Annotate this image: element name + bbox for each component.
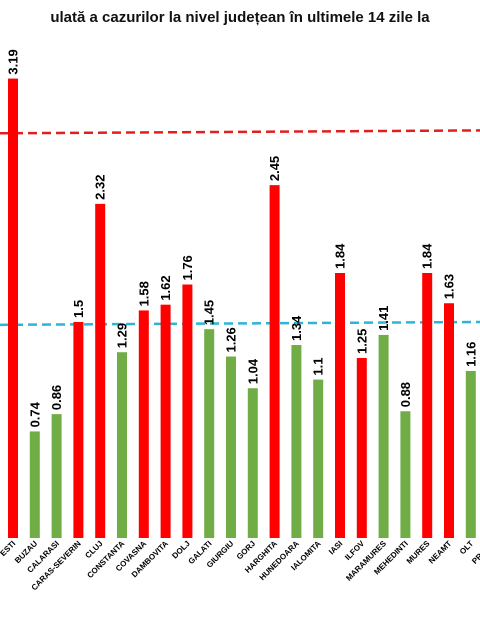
bar [51,414,62,538]
value-label: 1.62 [158,275,173,300]
bar [465,370,476,538]
value-label: 1.26 [224,327,239,352]
value-label: 1.5 [71,300,86,318]
value-label: 1.04 [245,358,260,384]
bar [247,388,258,538]
bar [313,379,324,538]
bar [204,329,215,538]
chart-title: ulată a cazurilor la nivel județean în u… [50,9,430,26]
bar [335,273,345,538]
bar [269,185,280,539]
value-label: 1.84 [420,243,435,269]
bars-group [8,78,476,539]
bar [400,411,411,538]
bar [8,78,18,539]
value-label: 2.32 [93,175,108,200]
bar [182,284,193,538]
value-label: 2.45 [267,156,282,181]
bar [95,203,106,538]
category-label: MURES [405,539,432,566]
value-label: 1.41 [376,306,391,331]
value-label: 1.25 [354,329,369,354]
value-label: 1.84 [333,243,348,269]
value-label: 1.58 [136,281,151,306]
category-label: OLT [458,539,475,556]
bar [226,356,236,538]
bar [356,357,367,538]
bar [138,310,149,538]
value-labels-group: 3.19 0.74 0.86 1.5 2.32 1.29 1.58 1.62 1.76 1.45 1… [6,49,479,427]
value-label: 1.45 [202,300,217,325]
bar [422,273,433,538]
value-label: 0.86 [49,385,64,410]
value-label: 3.19 [6,49,21,74]
category-label: ESTI [0,539,17,558]
bar [378,334,389,538]
value-label: 1.34 [289,315,304,341]
reference-line-2 [0,320,480,327]
bar [160,304,171,538]
bar [117,352,127,538]
category-label: NEAMT [427,539,454,566]
bar [73,321,84,538]
value-label: 1.1 [311,357,326,375]
value-label: 1.29 [115,323,130,348]
value-label: 0.88 [398,382,413,407]
value-label: 1.76 [180,255,195,280]
value-label: 1.16 [463,342,478,367]
reference-lines [0,129,480,327]
bar [291,345,302,538]
bar [444,303,454,538]
category-label: IASI [327,539,344,556]
reference-line-1 [0,129,480,135]
value-label: 0.74 [27,401,42,427]
value-label: 1.63 [442,274,457,299]
bar [29,431,40,538]
